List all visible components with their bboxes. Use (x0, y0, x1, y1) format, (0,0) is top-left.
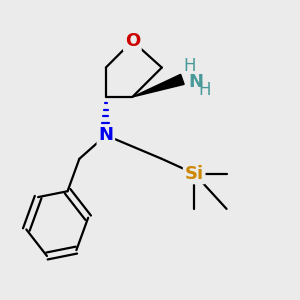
Text: H: H (198, 81, 211, 99)
Text: N: N (98, 126, 113, 144)
Polygon shape (132, 74, 184, 97)
Text: O: O (125, 32, 140, 50)
Text: Si: Si (184, 165, 204, 183)
Text: N: N (188, 73, 203, 91)
Text: H: H (184, 57, 196, 75)
